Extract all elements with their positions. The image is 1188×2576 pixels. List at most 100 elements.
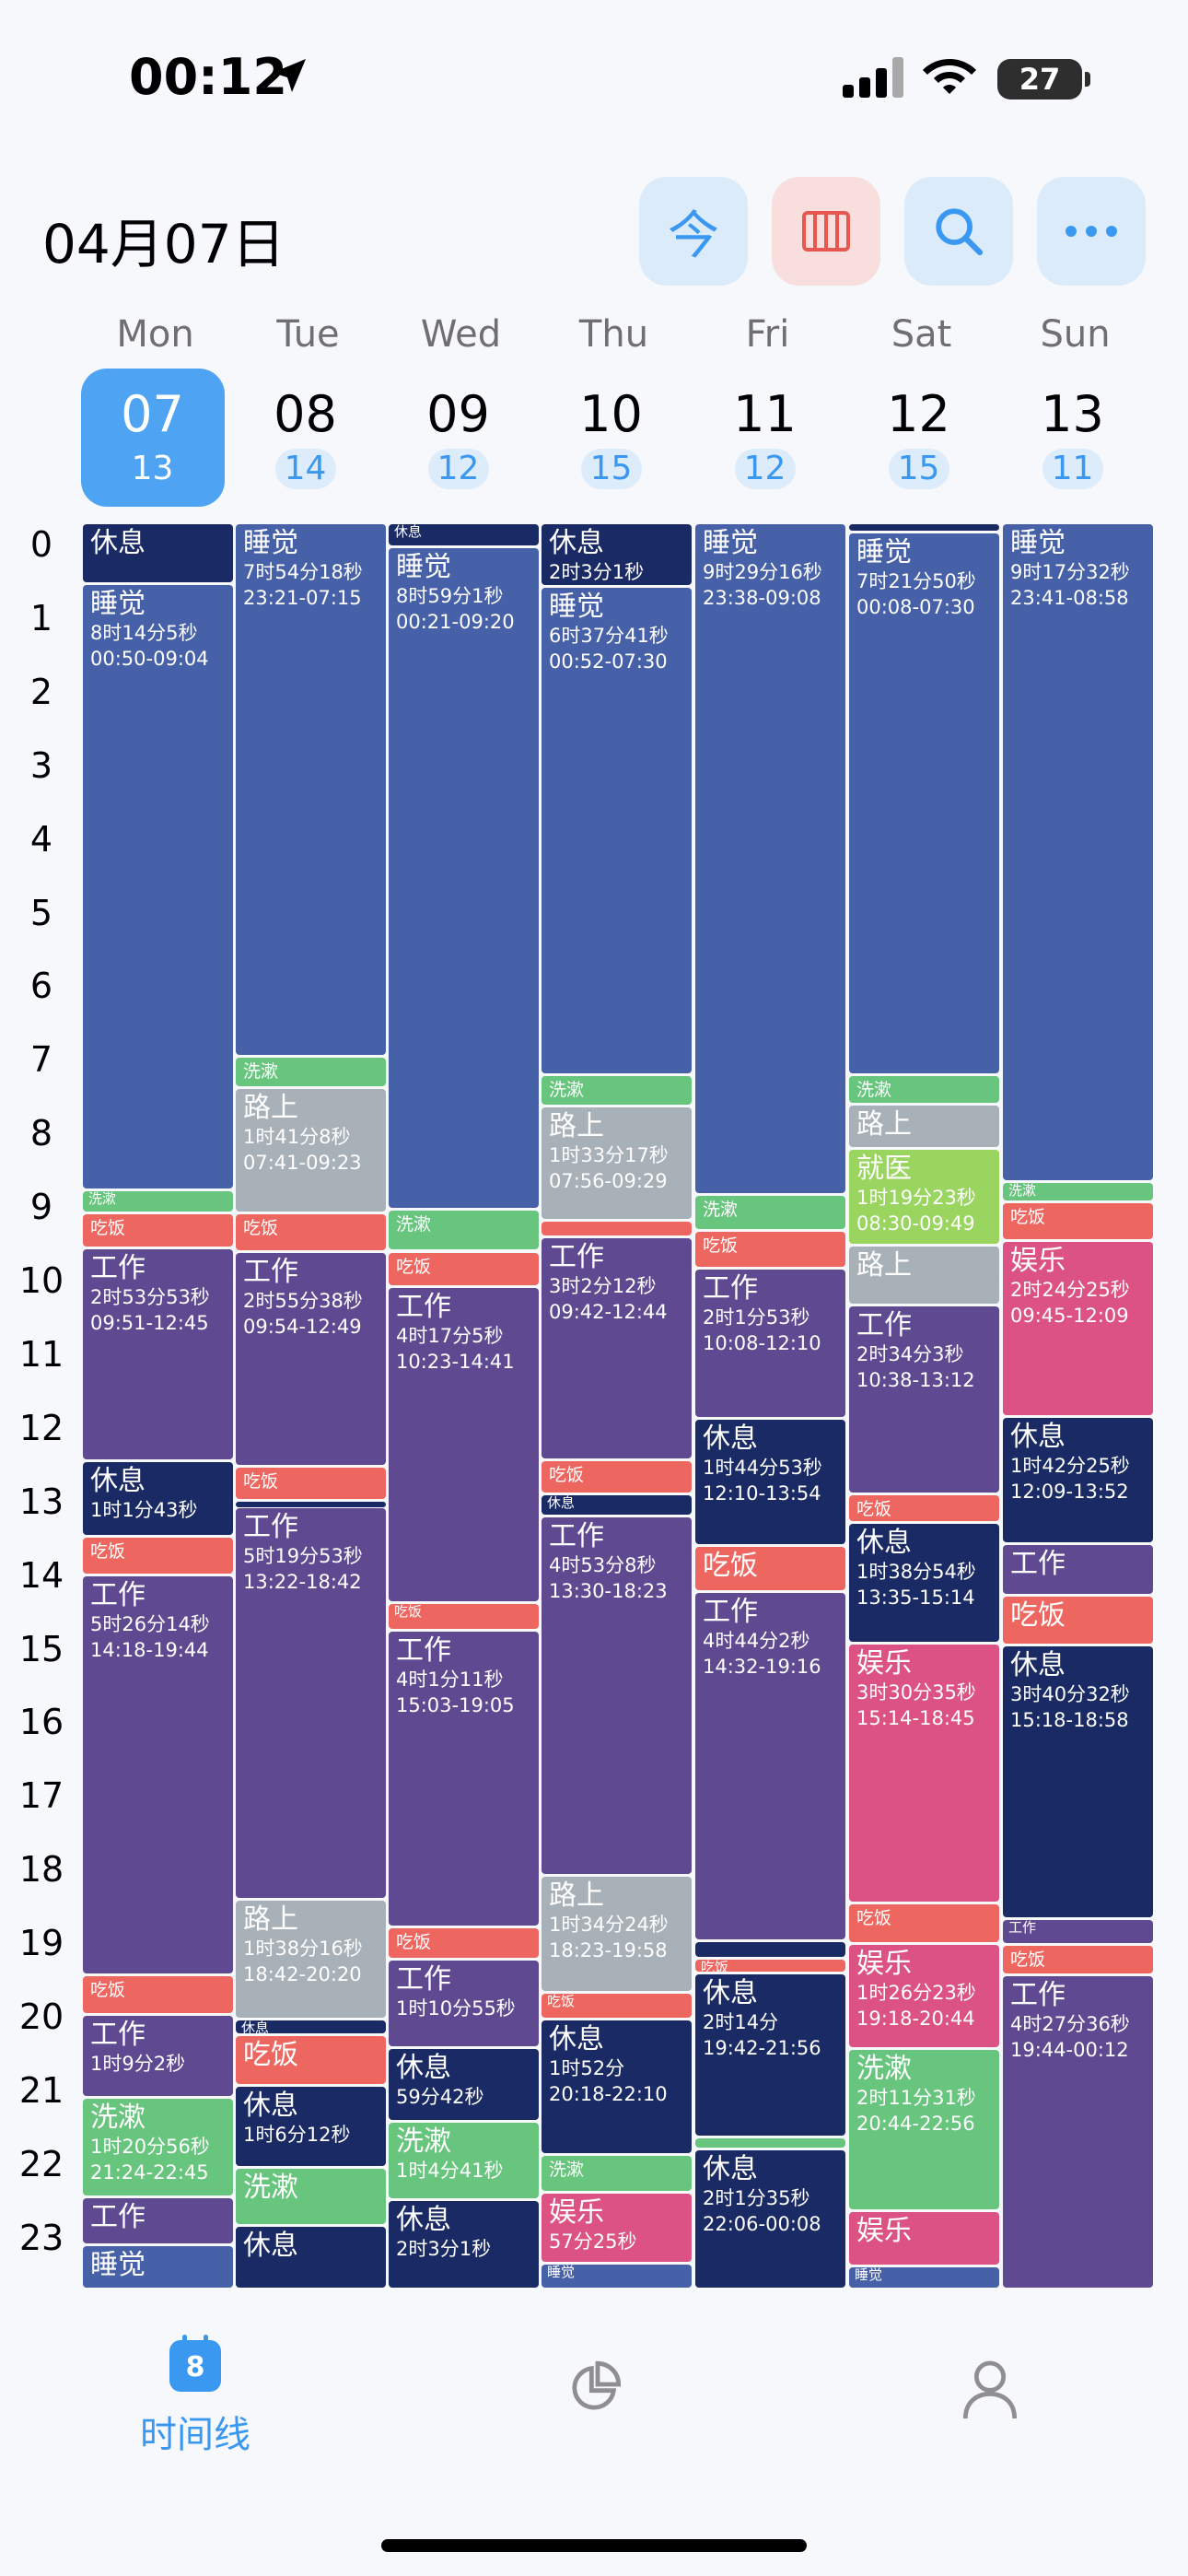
event-block-work[interactable]: 工作 [1003,1544,1153,1595]
event-block-work[interactable]: 工作 4时1分11秒 15:03-19:05 [389,1631,539,1926]
event-block-wash[interactable] [695,2137,845,2149]
event-block-rest[interactable]: 休息 1时1分43秒 [83,1462,233,1535]
event-block-sleep[interactable]: 睡觉 9时29分16秒 23:38-09:08 [695,523,845,1193]
event-block-commute[interactable]: 路上 1时41分8秒 07:41-09:23 [236,1089,386,1212]
event-block-eat[interactable]: 吃饭 [389,1252,539,1285]
event-block-sleep[interactable]: 睡觉 [542,2265,692,2289]
event-block-rest[interactable]: 休息 2时1分35秒 22:06-00:08 [695,2150,845,2289]
event-block-work[interactable]: 工作 2时1分53秒 10:08-12:10 [695,1269,845,1417]
event-block-rest[interactable]: 休息 [83,523,233,582]
event-block-work[interactable]: 工作 3时2分12秒 09:42-12:44 [542,1237,692,1458]
event-block-eat[interactable]: 吃饭 [389,1604,539,1629]
event-block-doctor[interactable]: 就医 1时19分23秒 08:30-09:49 [849,1149,999,1245]
event-block-fun[interactable]: 娱乐 1时26分23秒 19:18-20:44 [849,1944,999,2047]
event-block-wash[interactable]: 洗漱 [389,1210,539,1250]
event-block-wash[interactable]: 洗漱 [542,2155,692,2191]
event-block-rest[interactable]: 休息 [542,1495,692,1516]
event-block-rest[interactable] [695,1942,845,1957]
event-block-eat[interactable]: 吃饭 [1003,1202,1153,1239]
event-block-work[interactable]: 工作 2时55分38秒 09:54-12:49 [236,1252,386,1465]
event-block-work[interactable]: 工作 5时19分53秒 13:22-18:42 [236,1507,386,1898]
event-block-work[interactable]: 工作 [1003,1920,1153,1944]
event-block-rest[interactable]: 休息 1时38分54秒 13:35-15:14 [849,1523,999,1643]
event-block-eat[interactable]: 吃饭 [236,1467,386,1499]
event-block-commute[interactable]: 路上 1时38分16秒 18:42-20:20 [236,1900,386,2018]
day-cell-6[interactable]: 13 11 [1001,369,1145,507]
event-block-work[interactable]: 工作 4时44分2秒 14:32-19:16 [695,1593,845,1940]
event-block-eat[interactable]: 吃饭 [83,1213,233,1247]
event-block-eat[interactable]: 吃饭 [695,1547,845,1591]
event-block-work[interactable]: 工作 1时10分55秒 [389,1961,539,2047]
day-cell-1[interactable]: 08 14 [234,369,378,507]
event-block-wash[interactable]: 洗漱 [1003,1182,1153,1200]
event-block-rest[interactable]: 休息 1时6分12秒 [236,2086,386,2167]
event-block-fun[interactable]: 娱乐 2时24分25秒 09:45-12:09 [1003,1241,1153,1416]
event-block-commute[interactable]: 路上 [849,1247,999,1304]
event-block-sleep[interactable]: 睡觉 [849,2266,999,2289]
event-block-wash[interactable]: 洗漱 [236,2169,386,2224]
day-cell-3[interactable]: 10 15 [540,369,683,507]
event-block-work[interactable]: 工作 4时53分8秒 13:30-18:23 [542,1517,692,1875]
event-block-work[interactable]: 工作 4时27分36秒 19:44-00:12 [1003,1975,1153,2289]
event-block-eat[interactable]: 吃饭 [695,1232,845,1267]
event-block-rest[interactable]: 休息 2时3分1秒 [542,523,692,585]
event-block-eat[interactable]: 吃饭 [542,1460,692,1493]
event-block-eat[interactable]: 吃饭 [1003,1946,1153,1973]
event-block-sleep[interactable]: 睡觉 6时37分41秒 00:52-07:30 [542,588,692,1073]
event-block-wash[interactable]: 洗漱 [695,1195,845,1230]
event-block-eat[interactable]: 吃饭 [389,1927,539,1959]
event-block-commute[interactable]: 路上 1时34分24秒 18:23-19:58 [542,1877,692,1992]
event-block-work[interactable]: 工作 [83,2198,233,2244]
day-cell-0[interactable]: 07 13 [80,369,225,507]
event-block-rest[interactable]: 休息 [236,2020,386,2034]
event-block-fun[interactable]: 娱乐 57分25秒 [542,2193,692,2263]
event-block-rest[interactable] [849,523,999,531]
event-block-fun[interactable]: 娱乐 [849,2211,999,2265]
event-block-rest[interactable]: 休息 3时40分32秒 15:18-18:58 [1003,1645,1153,1918]
tab-stats[interactable] [502,2340,686,2421]
event-block-rest[interactable]: 休息 1时42分25秒 12:09-13:52 [1003,1418,1153,1542]
tab-profile[interactable] [898,2340,1082,2425]
event-block-work[interactable]: 工作 2时34分3秒 10:38-13:12 [849,1306,999,1493]
day-cell-2[interactable]: 09 12 [387,369,530,507]
search-button[interactable] [904,177,1013,286]
event-block-sleep[interactable]: 睡觉 8时59分1秒 00:21-09:20 [389,547,539,1208]
more-button[interactable] [1037,177,1146,286]
event-block-eat[interactable]: 吃饭 [542,1994,692,2018]
event-block-wash[interactable]: 洗漱 1时20分56秒 21:24-22:45 [83,2099,233,2196]
page-date[interactable]: 04月07日 [42,213,285,275]
event-block-wash[interactable]: 洗漱 [83,1191,233,1212]
event-block-rest[interactable]: 休息 59分42秒 [389,2049,539,2120]
event-block-eat[interactable]: 吃饭 [83,1975,233,2014]
event-block-sleep[interactable]: 睡觉 8时14分5秒 00:50-09:04 [83,584,233,1189]
event-block-eat[interactable] [542,1221,692,1235]
event-block-work[interactable]: 工作 4时17分5秒 10:23-14:41 [389,1287,539,1602]
event-block-commute[interactable]: 路上 [849,1105,999,1147]
event-block-wash[interactable]: 洗漱 [236,1057,386,1087]
event-block-eat[interactable]: 吃饭 [695,1959,845,1972]
event-block-wash[interactable]: 洗漱 2时11分31秒 20:44-22:56 [849,2049,999,2209]
event-block-wash[interactable]: 洗漱 [542,1075,692,1106]
tab-timeline[interactable]: 8 时间线 [103,2335,287,2458]
event-block-sleep[interactable]: 睡觉 7时54分18秒 23:21-07:15 [236,523,386,1055]
event-block-eat[interactable]: 吃饭 [849,1903,999,1942]
event-block-rest[interactable] [236,1501,386,1507]
day-cell-5[interactable]: 12 15 [847,369,991,507]
event-block-eat[interactable]: 吃饭 [1003,1597,1153,1644]
event-block-sleep[interactable]: 睡觉 [83,2246,233,2289]
event-block-wash[interactable]: 洗漱 1时4分41秒 [389,2122,539,2198]
event-block-eat[interactable]: 吃饭 [236,1213,386,1250]
event-block-work[interactable]: 工作 5时26分14秒 14:18-19:44 [83,1576,233,1973]
event-block-work[interactable]: 工作 1时9分2秒 [83,2016,233,2097]
event-block-work[interactable]: 工作 2时53分53秒 09:51-12:45 [83,1248,233,1460]
event-block-wash[interactable]: 洗漱 [849,1075,999,1103]
event-block-fun[interactable]: 娱乐 3时30分35秒 15:14-18:45 [849,1645,999,1902]
event-block-rest[interactable]: 休息 2时3分1秒 [389,2200,539,2289]
week-view-button[interactable] [772,177,880,286]
today-button[interactable]: 今 [639,177,748,286]
event-block-eat[interactable]: 吃饭 [236,2036,386,2084]
event-block-rest[interactable]: 休息 2时14分 19:42-21:56 [695,1973,845,2136]
event-block-rest[interactable]: 休息 1时44分53秒 12:10-13:54 [695,1419,845,1545]
event-block-rest[interactable]: 休息 [389,523,539,545]
event-block-sleep[interactable]: 睡觉 7时21分50秒 00:08-07:30 [849,533,999,1073]
